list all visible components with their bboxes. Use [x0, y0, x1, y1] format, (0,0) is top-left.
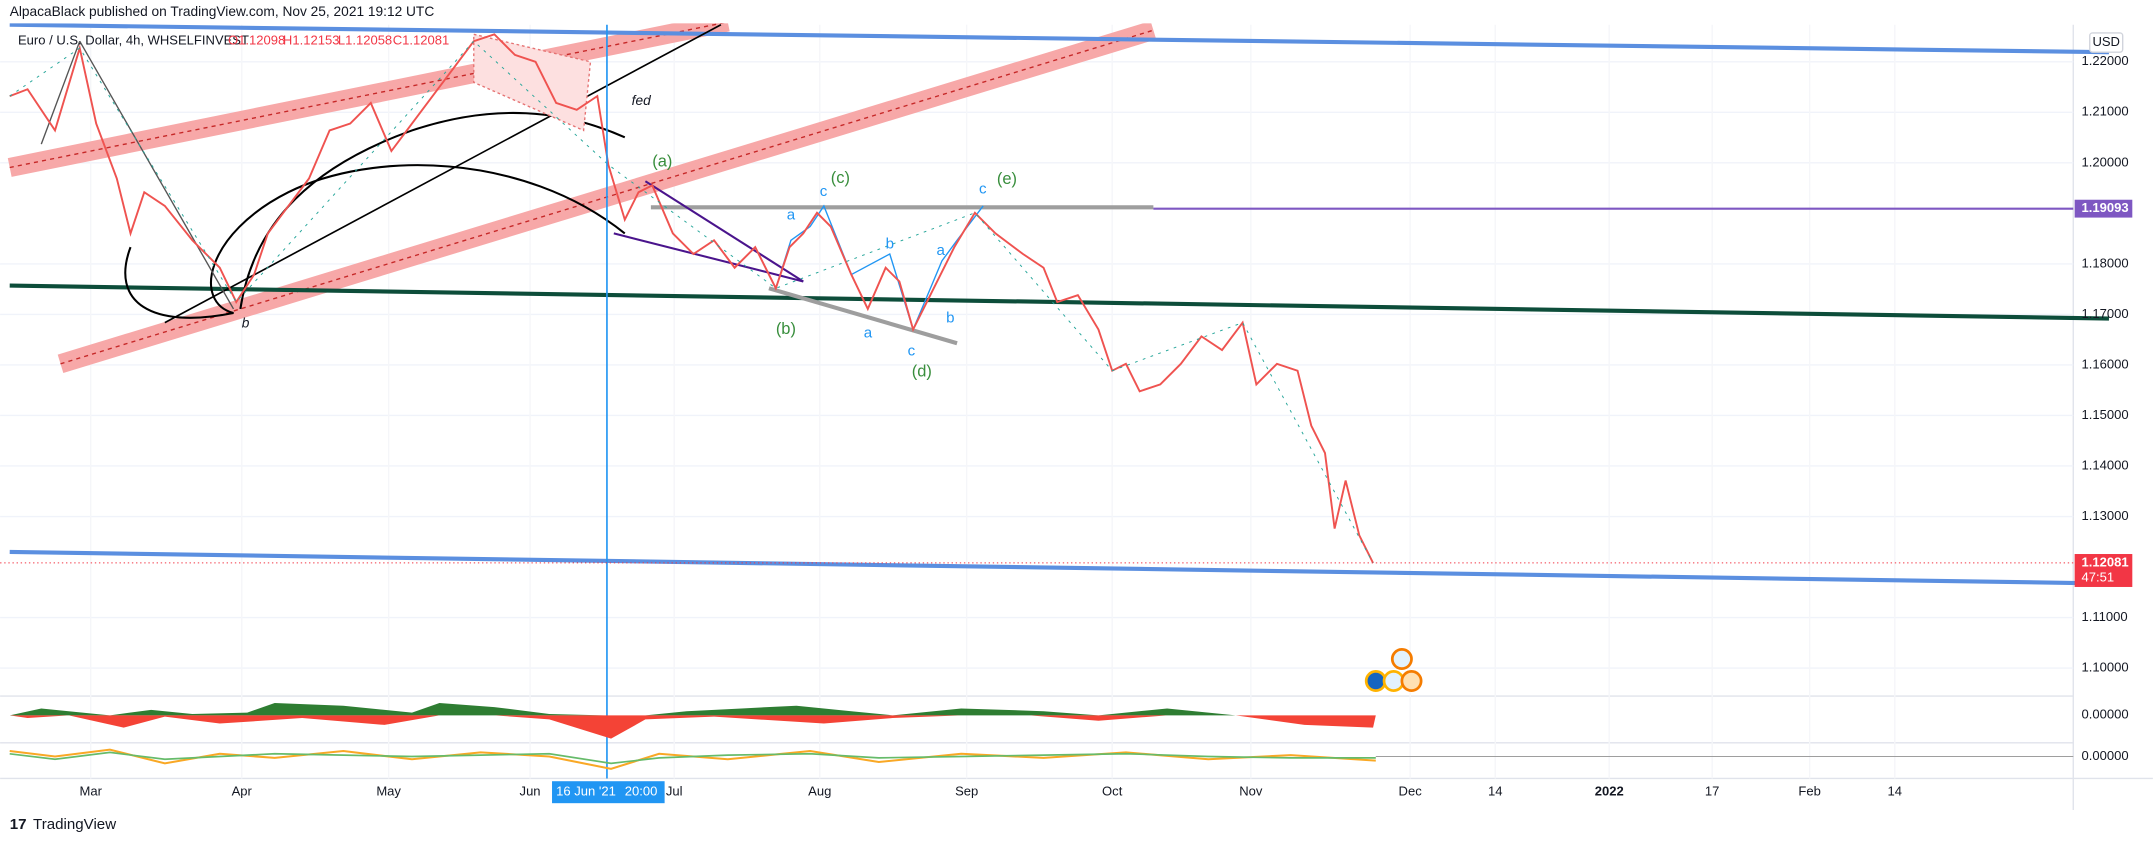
x-tick-label: Jul — [666, 784, 683, 799]
x-tick-label: Dec — [1399, 784, 1423, 799]
wave-label: (e) — [997, 170, 1017, 188]
x-tick-label: Apr — [232, 784, 253, 799]
y-tick-label: 1.15000 — [2082, 407, 2129, 422]
y-tick-label: 1.21000 — [2082, 104, 2129, 119]
y-tick-label: 1.13000 — [2082, 508, 2129, 523]
x-tick-label: Aug — [808, 784, 831, 799]
wave-label: (d) — [912, 362, 932, 380]
y-tick-label: 1.17000 — [2082, 306, 2129, 321]
ohlc: C1.12081 — [393, 33, 450, 48]
pane-value: 0.00000 — [2082, 707, 2129, 722]
wave-label: c — [908, 342, 916, 359]
curve — [124, 164, 626, 319]
price-marker-label: 1.19093 — [2082, 200, 2129, 215]
crosshair-label-bg — [552, 781, 665, 804]
histogram-negative — [9, 715, 1376, 739]
trend-line — [9, 549, 2110, 586]
annotation: b — [242, 316, 250, 331]
x-tick-label: Oct — [1102, 784, 1123, 799]
publisher: AlpacaBlack published on TradingView.com… — [10, 4, 435, 19]
wave-label: a — [787, 207, 796, 224]
ohlc: L1.12058 — [338, 33, 392, 48]
event-icon — [1364, 670, 1387, 692]
ohlc: H1.12153 — [283, 33, 340, 48]
wave-label: b — [946, 310, 954, 327]
y-tick-label: 1.22000 — [2082, 53, 2129, 68]
wave-label: c — [979, 180, 987, 197]
wave-label: a — [936, 242, 945, 259]
event-icon — [1400, 670, 1423, 692]
grid — [0, 24, 2074, 779]
drawings — [7, 12, 2110, 586]
box — [473, 33, 592, 132]
wave-line — [40, 40, 81, 145]
currency: USD — [2092, 34, 2120, 49]
level-line — [768, 286, 958, 346]
footer-logo: 17 — [10, 816, 27, 833]
y-tick-label: 1.10000 — [2082, 660, 2129, 675]
wave-line — [79, 40, 235, 310]
x-tick-label: Mar — [79, 784, 102, 799]
crosshair-date: 16 Jun '21 — [556, 784, 616, 799]
header-bg — [0, 0, 2153, 24]
wave-label: c — [820, 183, 828, 200]
x-tick-label: 17 — [1705, 784, 1719, 799]
wave-label: a — [864, 325, 873, 342]
price-marker-label: 1.12081 — [2082, 554, 2129, 569]
trend-line — [9, 22, 2109, 55]
wave-label: b — [886, 235, 894, 252]
event-icon — [1382, 670, 1405, 692]
y-tick-label: 1.11000 — [2082, 609, 2128, 624]
x-tick-label: May — [376, 784, 401, 799]
y-tick-label: 1.16000 — [2082, 356, 2129, 371]
x-tick-label: 2022 — [1595, 784, 1624, 799]
x-tick-label: 14 — [1488, 784, 1502, 799]
x-tick-label: Feb — [1798, 784, 1820, 799]
wave-label: (b) — [776, 320, 796, 338]
event-icon — [1390, 648, 1413, 671]
y-tick-label: 1.20000 — [2082, 154, 2129, 169]
y-tick-label: 1.18000 — [2082, 255, 2129, 270]
oscillator — [9, 748, 1376, 770]
y-tick-label: 1.14000 — [2082, 457, 2129, 472]
x-tick-label: Jun — [520, 784, 541, 799]
annotation: fed — [632, 93, 651, 108]
x-tick-label: 14 — [1888, 784, 1902, 799]
countdown: 47:51 — [2082, 569, 2115, 584]
triangle-line — [613, 232, 804, 283]
triangle-line — [644, 180, 804, 283]
histogram-positive — [9, 702, 1236, 716]
x-tick-label: Sep — [955, 784, 978, 799]
wave-line — [775, 204, 984, 332]
trend-line — [164, 23, 722, 324]
oscillator — [9, 751, 1376, 765]
price-marker — [2074, 554, 2133, 587]
price-marker — [2074, 199, 2133, 218]
currency-box — [2089, 32, 2124, 53]
symbol: Euro / U.S. Dollar, 4h, WHSELFINVEST — [18, 33, 249, 48]
x-tick-label: Nov — [1239, 784, 1263, 799]
wave-label: (a) — [652, 152, 672, 170]
crosshair-time: 20:00 — [625, 784, 658, 799]
price — [9, 33, 1374, 564]
footer: TradingView — [33, 816, 116, 833]
price-overlay — [9, 40, 1374, 564]
ohlc: O1.12098 — [228, 33, 285, 48]
wave-label: (c) — [831, 169, 850, 187]
channel-center — [9, 21, 728, 169]
pane-value: 0.00000 — [2082, 748, 2129, 763]
